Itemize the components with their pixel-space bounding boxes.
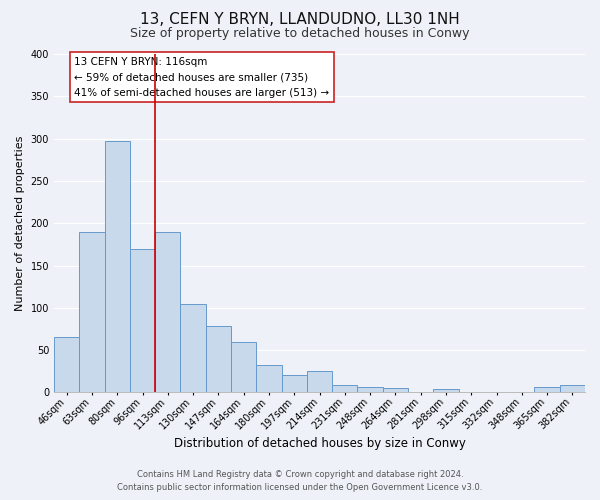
Bar (79, 232, 104, 392)
Bar (104, 141, 130, 393)
Bar (433, 389, 458, 392)
Bar (560, 385, 585, 392)
Bar (231, 342, 256, 392)
Bar (256, 364, 281, 392)
Bar (358, 388, 383, 392)
Bar (281, 374, 307, 392)
Bar (206, 326, 231, 392)
Bar (54, 338, 79, 392)
Text: Contains HM Land Registry data © Crown copyright and database right 2024.
Contai: Contains HM Land Registry data © Crown c… (118, 470, 482, 492)
Y-axis label: Number of detached properties: Number of detached properties (15, 136, 25, 311)
Bar (155, 232, 181, 392)
Text: 13 CEFN Y BRYN: 116sqm
← 59% of detached houses are smaller (735)
41% of semi-de: 13 CEFN Y BRYN: 116sqm ← 59% of detached… (74, 56, 329, 98)
Bar (332, 385, 358, 392)
Bar (307, 372, 332, 392)
Bar (181, 304, 206, 392)
Bar (130, 248, 155, 392)
X-axis label: Distribution of detached houses by size in Conwy: Distribution of detached houses by size … (173, 437, 466, 450)
Text: Size of property relative to detached houses in Conwy: Size of property relative to detached ho… (130, 28, 470, 40)
Bar (383, 388, 408, 392)
Text: 13, CEFN Y BRYN, LLANDUDNO, LL30 1NH: 13, CEFN Y BRYN, LLANDUDNO, LL30 1NH (140, 12, 460, 28)
Bar (535, 386, 560, 392)
